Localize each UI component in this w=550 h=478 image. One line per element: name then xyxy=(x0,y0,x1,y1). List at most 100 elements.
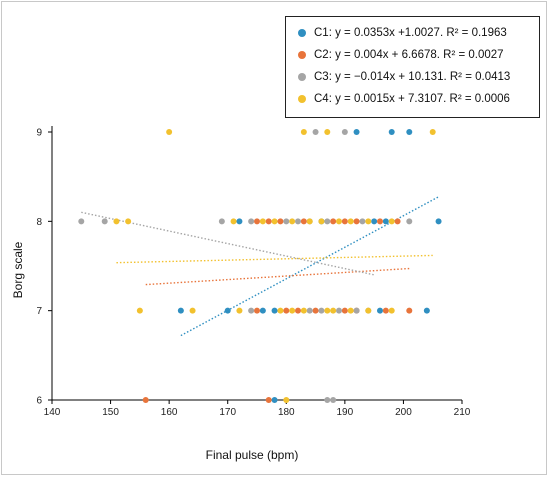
point-c1 xyxy=(377,307,383,314)
legend-label-c4: C4: y = 0.0015x + 7.3107. R² = 0.0006 xyxy=(314,93,510,105)
point-c2 xyxy=(254,218,260,225)
point-c4 xyxy=(300,129,307,135)
point-c2 xyxy=(406,307,413,314)
x-axis-title: Final pulse (bpm) xyxy=(206,448,299,462)
y-tick-label: 7 xyxy=(36,306,42,317)
legend-swatch-c3 xyxy=(298,73,306,81)
point-c3 xyxy=(341,129,348,135)
point-c3 xyxy=(324,397,331,403)
point-c2 xyxy=(394,218,401,225)
point-c3 xyxy=(101,218,108,225)
point-c3 xyxy=(353,307,360,314)
point-c2 xyxy=(300,218,307,225)
x-tick-label: 200 xyxy=(395,407,412,418)
trendline-c4 xyxy=(116,254,433,264)
legend-item-c2: C2: y = 0.004x + 6.6678. R² = 0.0027 xyxy=(298,44,539,66)
point-c4 xyxy=(347,218,354,225)
point-c4 xyxy=(388,307,395,314)
y-axis-title: Borg scale xyxy=(11,241,25,298)
point-c4 xyxy=(189,307,196,314)
point-c2 xyxy=(312,307,319,314)
x-tick-label: 140 xyxy=(44,407,61,418)
point-c2 xyxy=(341,218,348,225)
point-c3 xyxy=(248,218,255,225)
point-c3 xyxy=(324,218,331,225)
point-c3 xyxy=(406,218,413,225)
point-c4 xyxy=(236,307,243,314)
point-c1 xyxy=(435,218,442,225)
point-c1 xyxy=(259,307,266,314)
legend-swatch-c4 xyxy=(298,95,306,103)
x-tick-label: 150 xyxy=(102,407,119,418)
point-c3 xyxy=(78,218,85,225)
point-c4 xyxy=(277,307,284,314)
point-c4 xyxy=(429,129,436,135)
y-tick-label: 6 xyxy=(36,396,42,407)
trendline-c1 xyxy=(180,196,439,337)
y-tick-label: 8 xyxy=(36,217,42,228)
point-c4 xyxy=(330,307,337,314)
point-c2 xyxy=(330,218,337,225)
legend-swatch-c1 xyxy=(298,29,306,37)
point-c4 xyxy=(289,218,296,225)
x-tick-label: 190 xyxy=(337,407,354,418)
point-c4 xyxy=(113,218,120,225)
legend-item-c1: C1: y = 0.0353x +1.0027. R² = 0.1963 xyxy=(298,22,539,44)
point-c4 xyxy=(365,307,372,314)
point-c4 xyxy=(324,307,331,314)
point-c1 xyxy=(271,307,278,314)
point-c1 xyxy=(423,307,430,314)
point-c3 xyxy=(359,218,366,225)
point-c1 xyxy=(388,129,395,135)
point-c2 xyxy=(283,307,290,314)
point-c4 xyxy=(259,218,266,225)
point-c4 xyxy=(136,307,143,314)
x-tick-label: 180 xyxy=(278,407,295,418)
point-c1 xyxy=(371,218,378,225)
x-tick-label: 170 xyxy=(219,407,236,418)
legend-label-c3: C3: y = −0.014x + 10.131. R² = 0.0413 xyxy=(314,71,511,83)
point-c4 xyxy=(125,218,132,225)
legend-swatch-c2 xyxy=(298,51,306,59)
point-c4 xyxy=(347,307,354,314)
legend-item-c4: C4: y = 0.0015x + 7.3107. R² = 0.0006 xyxy=(298,88,539,110)
point-c4 xyxy=(318,218,325,225)
point-c1 xyxy=(353,129,360,135)
trendline-c2 xyxy=(145,267,410,286)
y-tick-label: 9 xyxy=(36,128,42,139)
point-c4 xyxy=(166,129,173,135)
point-c4 xyxy=(300,307,307,314)
x-tick-label: 210 xyxy=(454,407,471,418)
legend-label-c1: C1: y = 0.0353x +1.0027. R² = 0.1963 xyxy=(314,27,507,39)
axes: 140 150 160 170 180 190 200 210 6 7 8 9 xyxy=(36,126,471,418)
legend-label-c2: C2: y = 0.004x + 6.6678. R² = 0.0027 xyxy=(314,49,504,61)
point-c4 xyxy=(324,129,331,135)
point-c3 xyxy=(330,397,337,403)
legend: C1: y = 0.0353x +1.0027. R² = 0.1963 C2:… xyxy=(285,16,540,118)
point-c3 xyxy=(283,218,290,225)
point-c1 xyxy=(382,218,389,225)
point-c2 xyxy=(382,307,389,314)
point-c3 xyxy=(218,218,225,225)
point-c4 xyxy=(230,218,237,225)
point-c3 xyxy=(312,129,319,135)
point-c2 xyxy=(295,307,301,314)
point-c2 xyxy=(265,397,272,403)
point-c4 xyxy=(388,218,395,225)
trendlines xyxy=(81,196,439,337)
point-c2 xyxy=(142,397,149,403)
point-c3 xyxy=(306,307,313,314)
point-c1 xyxy=(271,397,278,403)
point-c2 xyxy=(353,218,360,225)
point-c2 xyxy=(254,307,260,314)
point-c2 xyxy=(277,218,284,225)
point-c2 xyxy=(265,218,272,225)
point-c4 xyxy=(336,218,342,225)
point-c4 xyxy=(365,218,372,225)
point-c4 xyxy=(306,218,313,225)
legend-item-c3: C3: y = −0.014x + 10.131. R² = 0.0413 xyxy=(298,66,539,88)
point-c1 xyxy=(224,307,231,314)
x-tick-label: 160 xyxy=(161,407,178,418)
